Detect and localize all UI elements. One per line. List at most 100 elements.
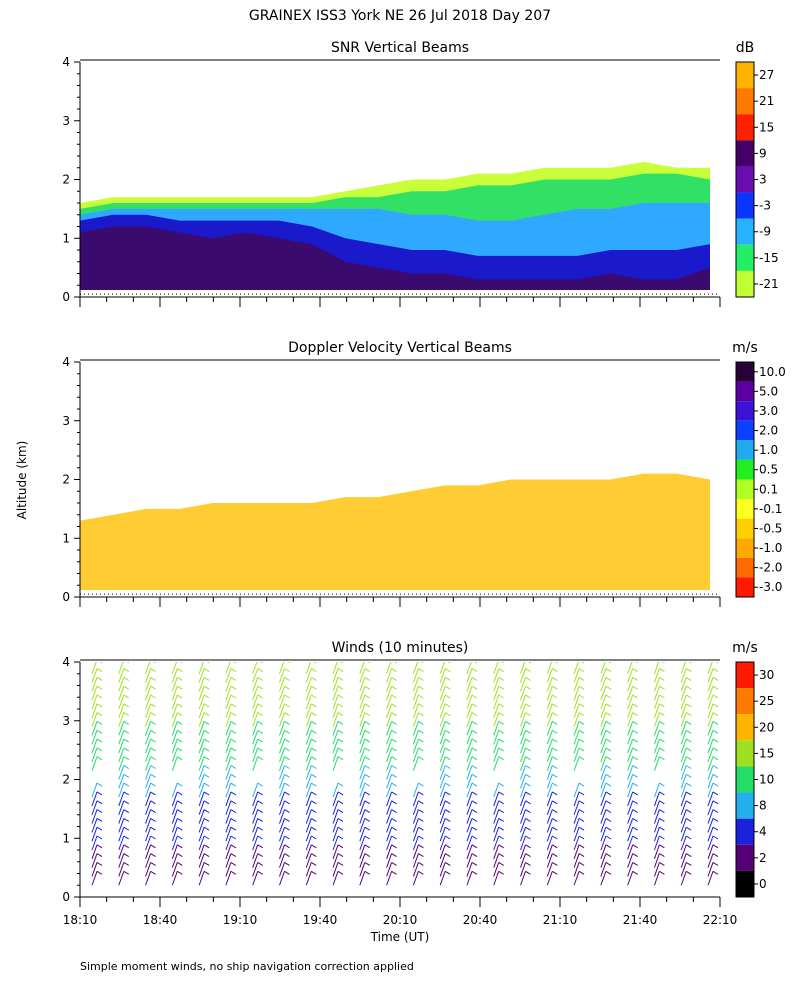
barb-staff [520,871,526,886]
barb-staff [680,782,687,798]
barb-flag [337,720,344,725]
barb-staff [520,853,526,868]
barb-flag [418,826,424,831]
barb-staff [359,668,366,683]
barb-staff [439,800,446,815]
barb-flag [444,703,451,708]
colorbar-swatch [736,479,754,500]
barb-staff [573,835,580,851]
barb-flag [685,826,692,831]
barb-staff [279,694,285,710]
barb-staff [546,800,553,815]
barb-staff [707,694,714,710]
barb-staff [279,765,285,780]
barb-staff [439,844,446,859]
barb-flag [257,738,263,743]
barb-staff [91,694,98,710]
barb-flag [257,694,263,699]
barb-flag [203,676,210,681]
layer-strong-echo [80,226,710,290]
barb-flag [525,861,531,866]
barb-staff [359,862,366,877]
barb-flag [578,720,585,725]
barb-flag [150,782,156,787]
barb-staff [600,844,607,859]
barb-staff [600,774,607,789]
barb-flag [96,835,103,840]
barb-staff [386,765,393,780]
barb-staff [91,835,98,851]
barb-flag [418,809,424,814]
barb-flag [712,800,719,805]
barb-flag [444,773,451,778]
barb-staff [91,827,98,842]
barb-staff [466,694,473,710]
barb-flag [257,668,263,673]
barb-flag [150,861,156,866]
barb-staff [546,774,553,789]
barb-flag [712,694,719,699]
colorbar-swatch [736,362,754,382]
barb-staff [493,844,500,859]
barb-flag [311,870,317,875]
barb-staff [707,818,714,833]
barb-flag [659,703,665,708]
barb-staff [332,738,339,754]
barb-flag [337,712,344,717]
barb-staff [493,677,500,692]
barb-staff [573,818,580,833]
barb-flag [177,800,183,805]
barb-flag [364,703,371,708]
barb-flag [605,800,612,805]
barb-staff [171,721,178,736]
barb-staff [225,818,232,833]
barb-staff [627,662,633,674]
barb-staff [145,827,152,842]
barb-flag [712,756,719,761]
barb-staff [600,703,607,718]
barb-flag [498,817,504,822]
barb-flag [337,826,344,831]
barb-staff [171,712,178,727]
colorbar-label: 15 [759,746,774,760]
barb-flag [605,703,612,708]
barb-staff [439,791,446,807]
barb-flag [444,720,451,725]
barb-flag [391,773,397,778]
barb-staff [91,853,98,868]
barb-flag [311,685,317,690]
barb-staff [118,756,125,771]
y-tick-label: 4 [62,55,70,69]
barb-flag [685,870,692,875]
barb-staff [412,662,419,674]
barb-staff [520,756,526,771]
barb-flag [471,712,478,717]
barb-flag [444,676,451,681]
barb-flag [364,747,371,752]
barb-staff [359,818,366,833]
barb-flag [632,800,638,805]
barb-flag [150,809,156,814]
y-tick-label: 1 [62,231,70,245]
barb-staff [520,818,526,833]
barb-flag [525,870,531,875]
barb-flag [203,703,210,708]
barb-flag [230,791,237,796]
barb-flag [418,685,424,690]
barb-flag [471,720,478,725]
barb-staff [332,721,339,736]
barb-flag [391,870,397,875]
barb-staff [145,677,152,692]
barb-staff [412,809,419,824]
barb-flag [498,747,504,752]
barb-staff [332,871,339,886]
barb-flag [364,791,371,796]
barb-staff [91,809,98,824]
barb-staff [198,844,205,859]
barb-flag [552,703,558,708]
barb-flag [712,747,719,752]
barb-flag [230,676,237,681]
barb-staff [118,730,125,745]
barb-staff [466,871,473,886]
barb-staff [439,853,446,868]
